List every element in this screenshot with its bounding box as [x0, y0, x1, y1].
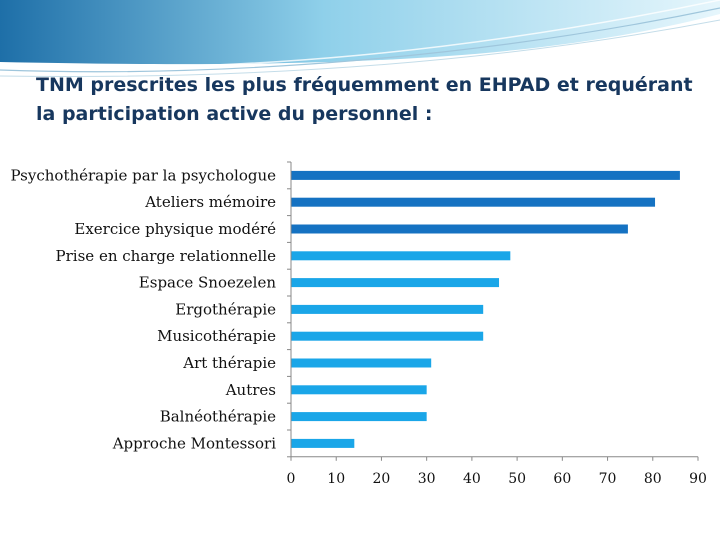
bar-8	[291, 385, 427, 395]
category-label: Approche Montessori	[112, 434, 276, 452]
x-tick-label: 90	[689, 471, 707, 487]
category-label: Autres	[225, 381, 276, 399]
x-tick-label: 20	[373, 471, 391, 487]
bar-0	[291, 170, 680, 180]
category-label: Ergothérapie	[175, 300, 276, 318]
category-label: Art thérapie	[182, 354, 276, 372]
category-label: Psychothérapie par la psychologue	[10, 166, 276, 184]
category-label: Musicothérapie	[157, 327, 276, 345]
slide-header-banner	[0, 0, 720, 78]
x-tick-label: 30	[418, 471, 436, 487]
x-tick-label: 40	[463, 471, 481, 487]
x-tick-label: 50	[508, 471, 526, 487]
category-label: Prise en charge relationnelle	[56, 247, 277, 265]
x-tick-label: 0	[287, 471, 296, 487]
bar-3	[291, 251, 511, 261]
horizontal-bar-chart: Psychothérapie par la psychologue Atelier…	[10, 161, 707, 487]
bar-10	[291, 438, 355, 448]
x-tick-label: 60	[553, 471, 571, 487]
x-tick-label: 70	[599, 471, 617, 487]
bar-4	[291, 278, 500, 288]
bar-1	[291, 197, 656, 207]
category-label: Exercice physique modéré	[74, 220, 276, 238]
bar-2	[291, 224, 628, 234]
bar-9	[291, 412, 427, 422]
bar-5	[291, 304, 484, 314]
x-tick-label: 80	[644, 471, 662, 487]
category-label: Balnéothérapie	[160, 408, 276, 426]
bar-7	[291, 358, 432, 368]
bar-6	[291, 331, 484, 341]
x-tick-label: 10	[327, 471, 345, 487]
slide-title: TNM prescrites les plus fréquemment en E…	[36, 74, 693, 125]
category-label: Ateliers mémoire	[144, 193, 276, 211]
category-label: Espace Snoezelen	[139, 274, 277, 292]
